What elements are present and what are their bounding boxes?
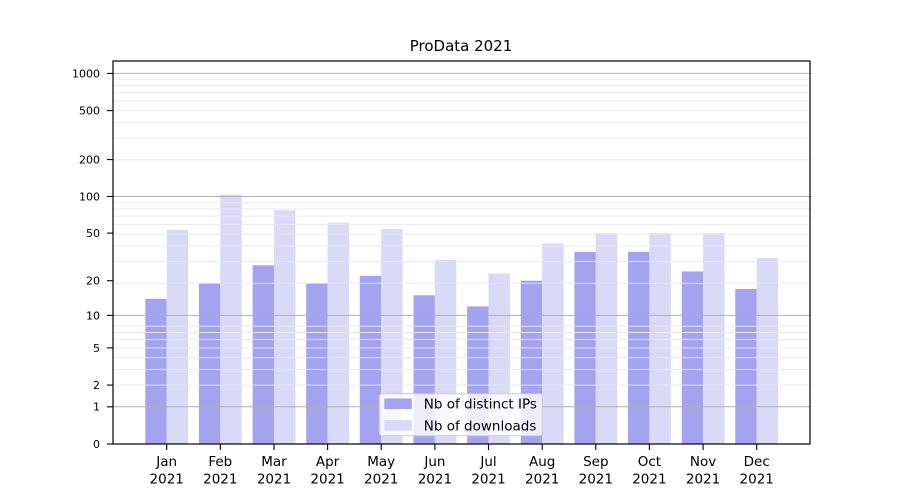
legend-swatch-downloads: [384, 420, 412, 431]
bar-downloads: [649, 233, 671, 444]
y-tick-label: 10: [86, 309, 100, 322]
bar-downloads: [166, 230, 189, 444]
bar-downloads: [756, 258, 779, 444]
x-tick-label-year: 2021: [418, 472, 452, 488]
bar-distinct-ips: [198, 283, 221, 444]
bar-downloads: [703, 233, 725, 444]
y-tick-label: 1: [93, 401, 100, 414]
x-tick-label-month: Jul: [479, 454, 496, 470]
x-tick-label-year: 2021: [525, 472, 559, 488]
plot-border: [112, 60, 811, 445]
y-tick-label: 500: [79, 105, 100, 118]
x-tick-label-month: Jan: [155, 454, 177, 470]
x-tick-label-month: Nov: [690, 454, 716, 470]
legend-label-distinct-ips: Nb of distinct IPs: [424, 397, 537, 413]
x-tick-label-year: 2021: [203, 472, 237, 488]
legend-label-downloads: Nb of downloads: [424, 418, 537, 434]
y-tick-label: 0: [93, 438, 100, 451]
x-tick-label-year: 2021: [579, 472, 613, 488]
y-tick-label: 100: [79, 190, 100, 203]
bar-downloads: [220, 194, 242, 444]
x-tick-label-month: Jun: [423, 454, 445, 470]
y-tick-label: 200: [79, 154, 100, 167]
x-tick-label-month: Feb: [208, 454, 232, 470]
bar-downloads: [327, 222, 349, 444]
bar-distinct-ips: [252, 265, 274, 444]
x-tick-label-year: 2021: [150, 472, 184, 488]
x-tick-label-year: 2021: [740, 472, 774, 488]
bar-distinct-ips: [145, 298, 167, 444]
bar-distinct-ips: [735, 289, 757, 444]
y-tick-label: 50: [86, 227, 100, 240]
x-tick-label-year: 2021: [471, 472, 505, 488]
x-tick-label-month: Oct: [638, 454, 661, 470]
bar-downloads: [274, 210, 296, 444]
x-tick-label-year: 2021: [686, 472, 720, 488]
legend-swatch-distinct-ips: [384, 398, 412, 410]
x-tick-label-month: Sep: [583, 454, 608, 470]
x-tick-label-month: Apr: [316, 454, 340, 470]
x-tick-label-month: Dec: [744, 454, 770, 470]
bar-distinct-ips: [306, 283, 328, 444]
y-tick-label: 5: [93, 342, 100, 355]
y-tick-label: 2: [93, 379, 100, 392]
bar-downloads: [595, 233, 618, 444]
x-tick-label-month: Mar: [261, 454, 287, 470]
x-tick-label-year: 2021: [257, 472, 291, 488]
x-tick-label-month: May: [367, 454, 395, 470]
bar-downloads: [542, 243, 564, 444]
y-tick-label: 20: [86, 275, 100, 288]
chart-title: ProData 2021: [409, 37, 513, 55]
y-tick-label: 1000: [72, 67, 100, 80]
x-tick-label-year: 2021: [632, 472, 666, 488]
bar-distinct-ips: [359, 275, 382, 444]
x-tick-label-year: 2021: [364, 472, 398, 488]
legend-box: [378, 393, 543, 437]
x-tick-label-year: 2021: [310, 472, 344, 488]
bar-downloads: [381, 229, 403, 444]
x-tick-label-month: Aug: [529, 454, 555, 470]
